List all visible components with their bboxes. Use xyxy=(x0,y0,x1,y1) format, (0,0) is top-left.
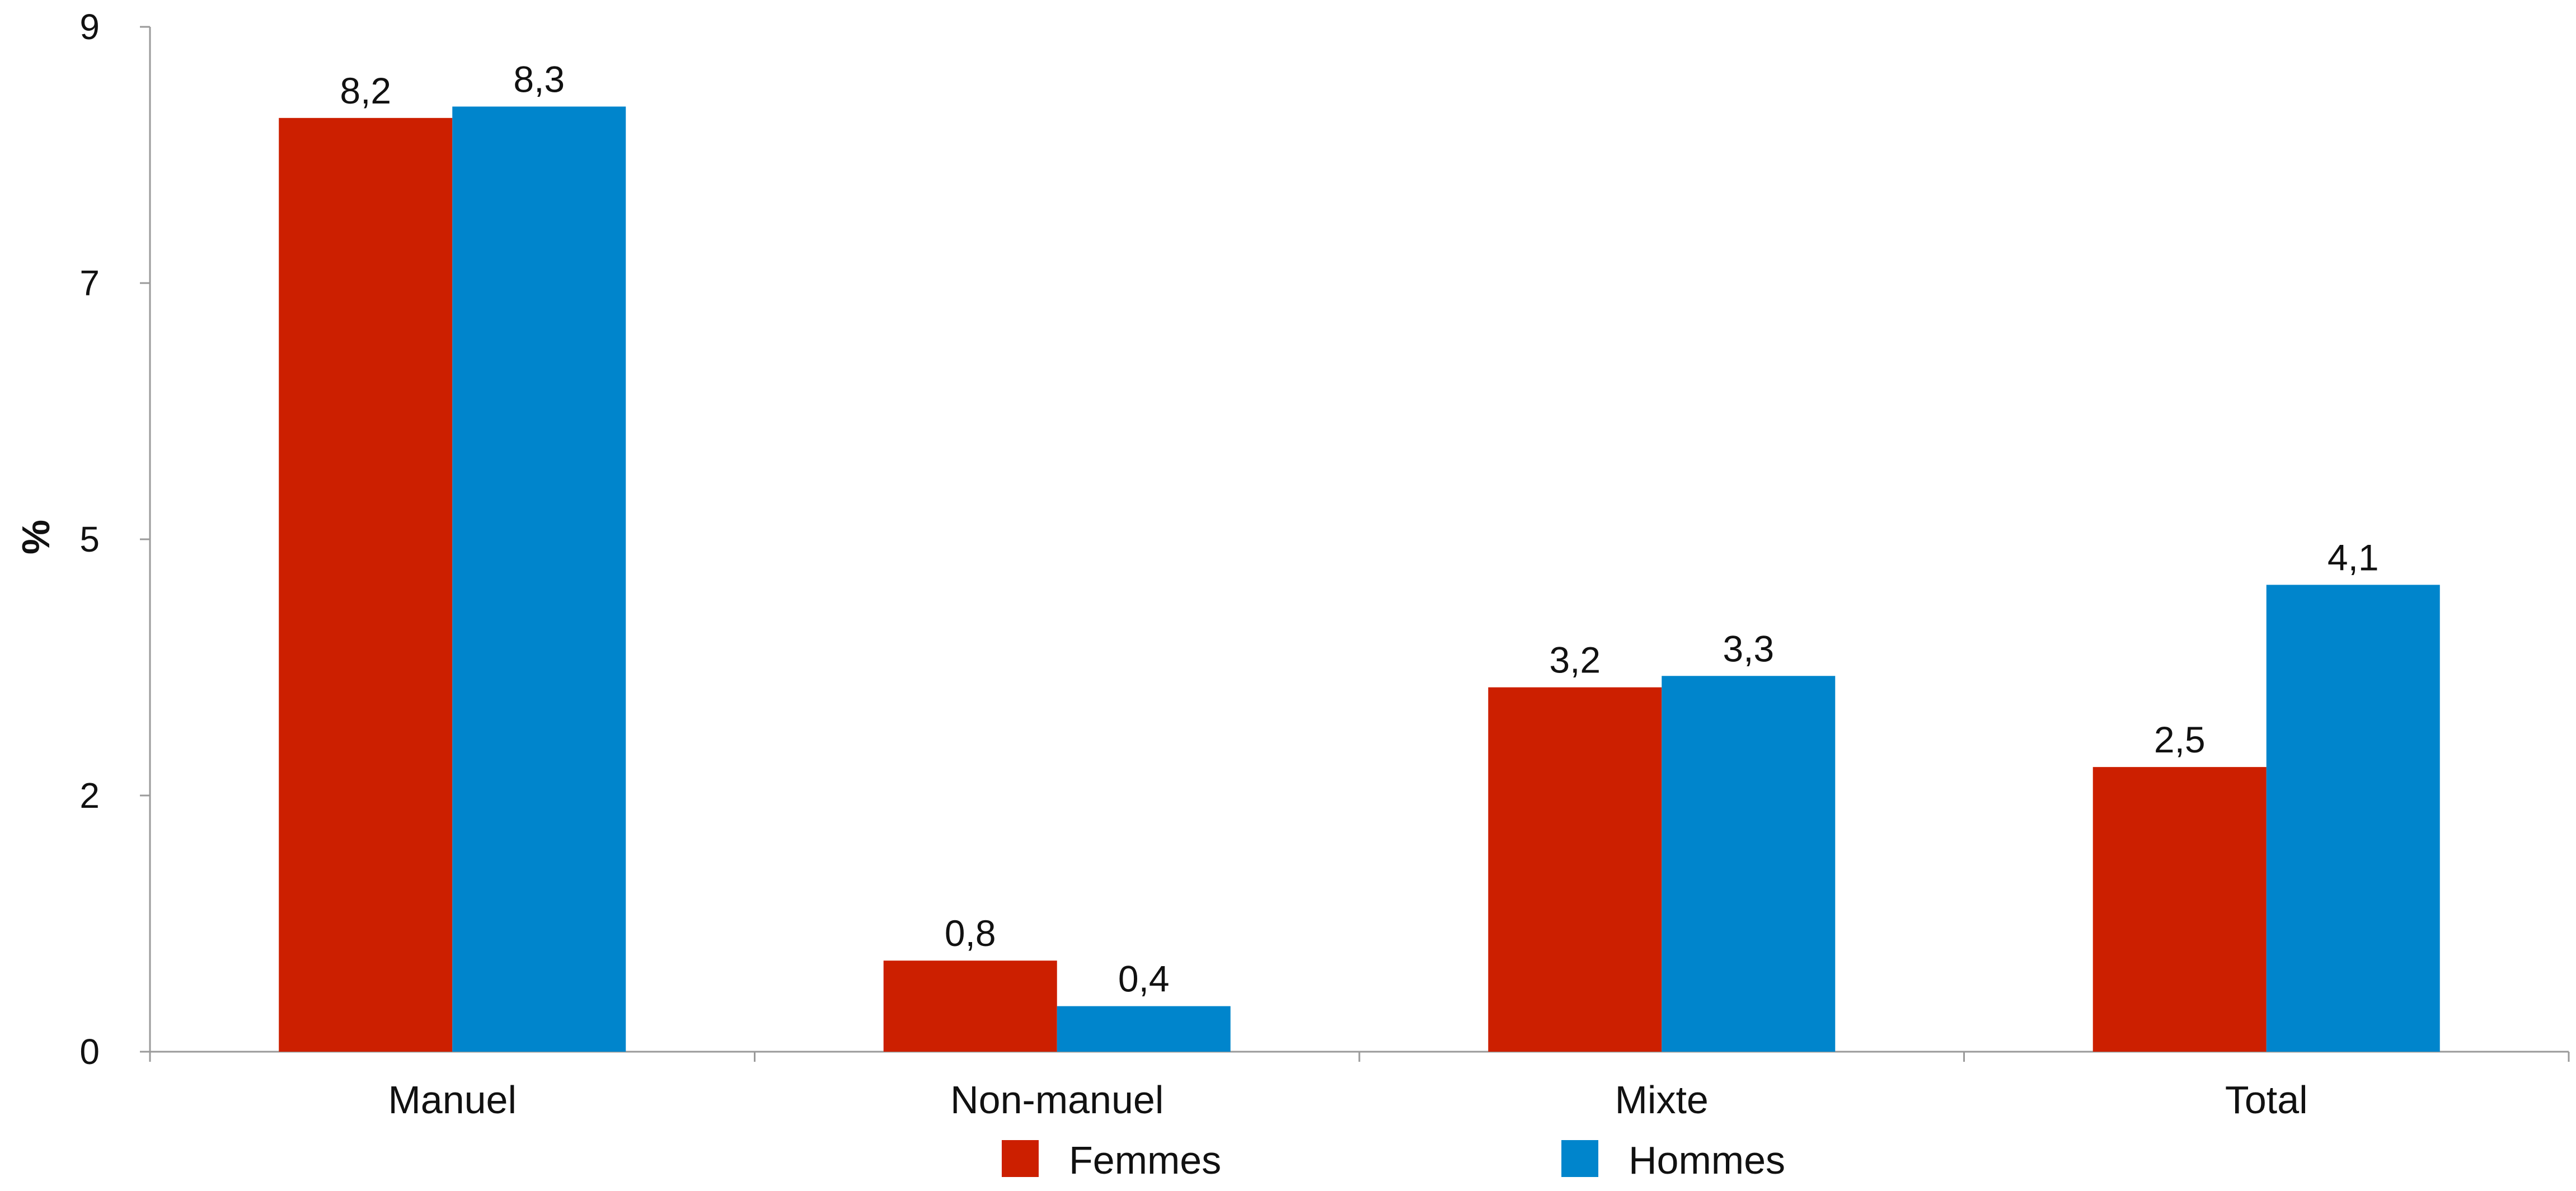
legend-swatch-femmes xyxy=(1002,1140,1039,1177)
bar-femmes-mixte xyxy=(1488,687,1662,1052)
data-label: 2,5 xyxy=(2154,719,2206,760)
bar-hommes-mixte xyxy=(1662,676,1836,1052)
y-tick-label: 5 xyxy=(79,519,100,559)
data-label: 3,3 xyxy=(1723,628,1774,669)
bar-femmes-manuel xyxy=(279,117,453,1052)
legend-swatch-hommes xyxy=(1561,1140,1598,1177)
category-label: Manuel xyxy=(388,1078,517,1122)
data-label: 0,8 xyxy=(945,912,996,954)
y-axis-title: % xyxy=(14,520,58,554)
y-tick-label: 9 xyxy=(79,7,100,47)
category-label: Non-manuel xyxy=(950,1078,1163,1122)
data-labels: 8,2 8,3 0,8 0,4 3,2 3,3 2,5 4,1 xyxy=(340,58,2378,999)
legend-label: Hommes xyxy=(1629,1138,1785,1182)
bar-hommes-non-manuel xyxy=(1057,1006,1231,1052)
legend: Femmes Hommes xyxy=(1002,1138,1785,1182)
data-label: 3,2 xyxy=(1549,639,1601,681)
data-label: 0,4 xyxy=(1118,958,1170,1000)
category-labels: Manuel Non-manuel Mixte Total xyxy=(388,1078,2307,1122)
bar-hommes-manuel xyxy=(452,106,626,1052)
data-label: 4,1 xyxy=(2328,536,2379,578)
x-axis xyxy=(149,1051,2570,1062)
category-label: Total xyxy=(2225,1078,2308,1122)
y-tick-label: 7 xyxy=(79,263,100,303)
category-label: Mixte xyxy=(1615,1078,1709,1122)
y-axis: 0 2 5 7 9 xyxy=(79,7,151,1072)
bar-femmes-non-manuel xyxy=(883,961,1057,1052)
bar-hommes-total xyxy=(2266,585,2440,1052)
data-label: 8,2 xyxy=(340,70,391,111)
legend-label: Femmes xyxy=(1069,1138,1221,1182)
bars xyxy=(279,106,2440,1052)
y-tick-label: 2 xyxy=(79,775,100,816)
y-tick-label: 0 xyxy=(79,1032,100,1072)
bar-femmes-total xyxy=(2092,767,2267,1052)
data-label: 8,3 xyxy=(513,58,565,100)
